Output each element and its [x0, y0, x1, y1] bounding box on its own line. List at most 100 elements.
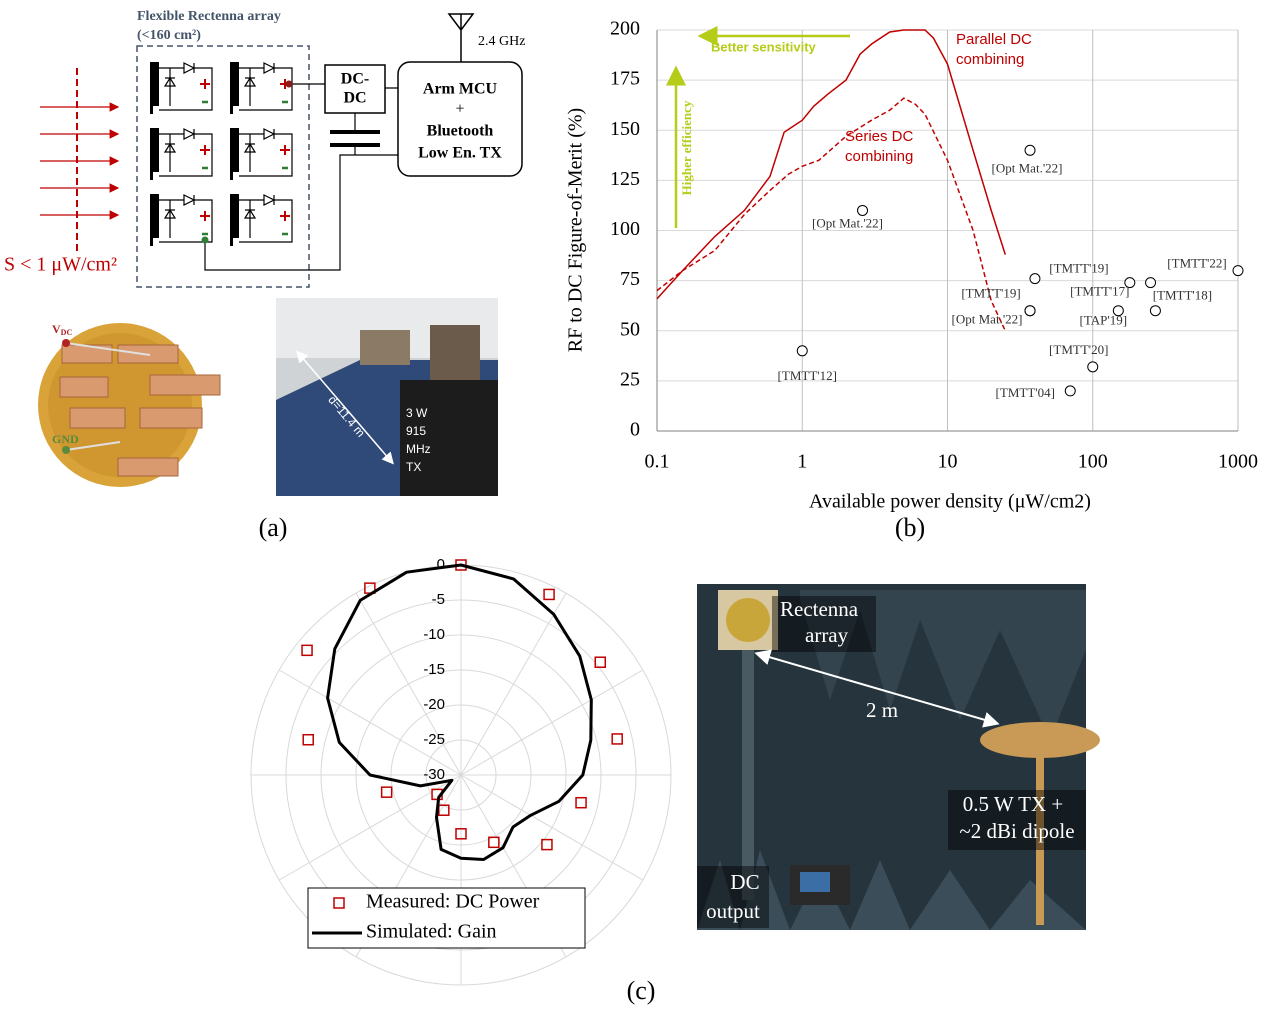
point-label: [TMTT'17]	[1070, 284, 1129, 299]
point-label: [Opt Mat.'22]	[992, 160, 1063, 175]
y-tick-label: 200	[610, 18, 640, 40]
point-label: [TMTT'12]	[778, 368, 837, 383]
x-tick-label: 100	[1078, 451, 1108, 473]
array-title: Flexible Rectenna array	[137, 9, 281, 24]
y-tick-label: 75	[620, 268, 640, 290]
tx-label: ~2 dBi dipole	[959, 819, 1074, 843]
mcu-label: Arm MCU	[423, 81, 498, 98]
panel-label: (c)	[627, 976, 656, 1005]
tx-label: TX	[406, 460, 421, 474]
array-label: array	[805, 623, 849, 647]
antenna-label: 2.4 GHz	[478, 34, 525, 49]
vdc-subscript: DC	[61, 328, 73, 337]
y-tick-label: 100	[610, 218, 640, 240]
y-tick-label: 150	[610, 118, 640, 140]
output-label: DC	[730, 870, 759, 894]
incident-waves	[40, 107, 118, 215]
r-tick-label: -20	[423, 696, 445, 713]
point-label: [Opt Mat.'22]	[812, 215, 883, 230]
tx-label: 3 W	[406, 406, 428, 420]
gnd-label: GND	[52, 432, 79, 446]
r-tick-label: 0	[437, 556, 445, 573]
data-point	[1065, 386, 1075, 396]
point-label: [TMTT'19]	[961, 286, 1020, 301]
rectenna-photo: VDC GND	[38, 322, 220, 487]
measured-point	[576, 798, 586, 808]
r-tick-label: -30	[423, 766, 445, 783]
measured-point	[382, 787, 392, 797]
dc-dc-label: DC-	[341, 71, 369, 88]
measured-point	[612, 734, 622, 744]
x-tick-label: 10	[938, 451, 958, 473]
circuit-diagram: Flexible Rectenna array (<160 cm²) DC- D…	[4, 9, 525, 287]
data-point	[858, 205, 868, 215]
x-tick-label: 0.1	[645, 451, 670, 473]
y-tick-label: 125	[610, 168, 640, 190]
tx-label: MHz	[406, 442, 431, 456]
measured-point	[544, 589, 554, 599]
data-point	[1088, 362, 1098, 372]
r-tick-label: -15	[423, 661, 445, 678]
output-label: output	[706, 899, 760, 923]
legend-label: Measured: DC Power	[366, 891, 540, 913]
y-tick-label: 25	[620, 368, 640, 390]
dc-dc-label: DC	[343, 90, 366, 107]
y-axis-label: RF to DC Figure-of-Merit (%)	[565, 108, 587, 352]
data-point	[1025, 306, 1035, 316]
r-tick-label: -5	[432, 591, 445, 608]
tx-label: 0.5 W TX +	[963, 792, 1064, 816]
series-label: Parallel DC combining	[956, 30, 1051, 70]
point-label: [TMTT'04]	[996, 385, 1055, 400]
mcu-label: Low En. TX	[418, 145, 502, 162]
antenna	[449, 14, 473, 62]
data-point	[1233, 266, 1243, 276]
vdc-label: V	[52, 322, 61, 336]
y-tick-label: 175	[610, 68, 640, 90]
simulated-line	[328, 565, 592, 860]
x-axis-label: Available power density (μW/cm2)	[809, 491, 1091, 513]
r-tick-label: -25	[423, 731, 445, 748]
annotation: Better sensitivity	[711, 39, 817, 54]
x-tick-label: 1000	[1218, 451, 1258, 473]
point-label: [TMTT'19]	[1049, 261, 1108, 276]
series-line	[657, 30, 1005, 299]
measured-point	[302, 645, 312, 655]
data-point	[1025, 145, 1035, 155]
chamber-photo: Rectenna array 2 m 0.5 W TX + ~2 dBi dip…	[697, 584, 1100, 930]
legend-label: Simulated: Gain	[366, 921, 497, 943]
array-box	[137, 46, 309, 287]
data-point	[1030, 274, 1040, 284]
series-label: Series DC combining	[845, 127, 940, 167]
incident-label: S < 1 μW/cm²	[4, 254, 117, 276]
point-label: [Opt Mat.'22]	[952, 312, 1023, 327]
measured-point	[303, 735, 313, 745]
x-tick-label: 1	[797, 451, 807, 473]
annotation: Higher efficiency	[679, 100, 694, 195]
array-label: Rectenna	[780, 597, 859, 621]
figure: Flexible Rectenna array (<160 cm²) DC- D…	[0, 0, 1282, 1009]
data-point	[797, 346, 807, 356]
panel-label: (b)	[895, 513, 925, 542]
point-label: [TMTT'22]	[1167, 256, 1226, 271]
y-tick-label: 0	[630, 419, 640, 441]
point-label: [TMTT'20]	[1049, 342, 1108, 357]
measured-point	[542, 840, 552, 850]
y-tick-label: 50	[620, 318, 640, 340]
panel-label: (a)	[259, 513, 288, 542]
data-point	[1146, 278, 1156, 288]
distance-label: 2 m	[866, 698, 898, 722]
series-label-box: Series DC combining	[845, 127, 940, 187]
point-label: [TAP'19]	[1080, 313, 1128, 328]
data-point	[1150, 306, 1160, 316]
measured-point	[595, 657, 605, 667]
array-area: (<160 cm²)	[137, 28, 201, 43]
tx-label: 915	[406, 424, 426, 438]
room-photo: d=11.4 m 3 W 915 MHz TX	[276, 298, 498, 496]
point-label: [TMTT'18]	[1153, 288, 1212, 303]
series-label-box: Parallel DC combining	[956, 30, 1051, 90]
vdc-label: VDC	[52, 322, 72, 337]
mcu-label: +	[455, 101, 464, 118]
fom-chart: 0 25 50 75 100 125 150 175 200 0.1 1 10 100 1000 Avail…	[565, 18, 1258, 513]
mcu-label: Bluetooth	[427, 123, 494, 140]
